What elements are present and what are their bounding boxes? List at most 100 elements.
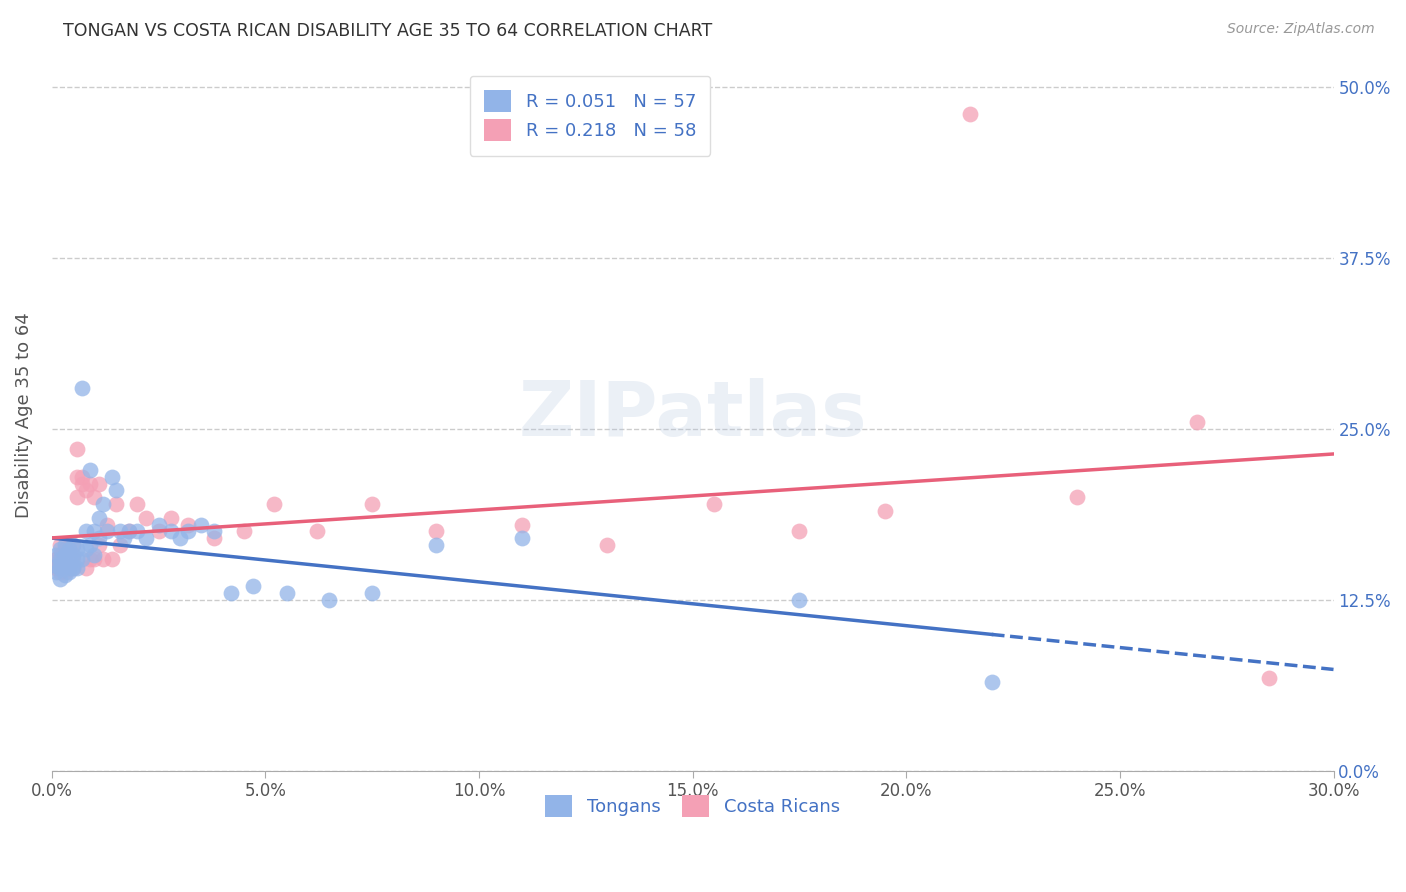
Point <box>703 497 725 511</box>
Point <box>58 561 80 575</box>
Point <box>160 524 183 539</box>
Point <box>83 524 105 539</box>
Point <box>62 548 84 562</box>
Point <box>96 524 118 539</box>
Point <box>58 542 80 557</box>
Point <box>49 551 72 566</box>
Point <box>53 542 76 557</box>
Point <box>70 469 93 483</box>
Point <box>135 510 157 524</box>
Point <box>58 551 80 566</box>
Point <box>91 497 114 511</box>
Point <box>62 551 84 566</box>
Point <box>177 517 200 532</box>
Point <box>190 517 212 532</box>
Point <box>75 561 97 575</box>
Point <box>91 551 114 566</box>
Point <box>87 538 110 552</box>
Point <box>49 548 72 562</box>
Point <box>62 561 84 575</box>
Point <box>49 561 72 575</box>
Point <box>87 531 110 545</box>
Point <box>148 517 170 532</box>
Text: Source: ZipAtlas.com: Source: ZipAtlas.com <box>1227 22 1375 37</box>
Point <box>1258 671 1281 685</box>
Point <box>510 531 533 545</box>
Point <box>49 572 72 586</box>
Point <box>53 548 76 562</box>
Point <box>361 497 384 511</box>
Y-axis label: Disability Age 35 to 64: Disability Age 35 to 64 <box>15 312 32 518</box>
Point <box>66 561 89 575</box>
Point <box>118 524 141 539</box>
Point <box>263 497 285 511</box>
Point <box>108 538 131 552</box>
Point <box>83 551 105 566</box>
Point <box>87 510 110 524</box>
Point <box>66 551 89 566</box>
Point <box>62 561 84 575</box>
Point <box>45 566 67 580</box>
Point <box>79 463 101 477</box>
Point <box>49 556 72 570</box>
Point <box>100 551 122 566</box>
Point <box>169 531 191 545</box>
Point <box>1066 490 1088 504</box>
Point <box>70 476 93 491</box>
Point <box>62 558 84 573</box>
Point <box>596 538 619 552</box>
Point <box>66 469 89 483</box>
Point <box>70 551 93 566</box>
Text: ZIPatlas: ZIPatlas <box>519 378 868 452</box>
Point <box>58 561 80 575</box>
Point <box>53 558 76 573</box>
Point <box>58 551 80 566</box>
Point <box>75 483 97 498</box>
Point <box>160 510 183 524</box>
Point <box>70 381 93 395</box>
Point <box>789 592 811 607</box>
Point <box>789 524 811 539</box>
Point <box>425 524 447 539</box>
Point <box>75 542 97 557</box>
Point <box>79 476 101 491</box>
Point <box>53 558 76 573</box>
Point <box>45 558 67 573</box>
Point <box>53 548 76 562</box>
Point <box>45 548 67 562</box>
Point <box>83 490 105 504</box>
Point <box>135 531 157 545</box>
Point <box>66 490 89 504</box>
Point <box>1185 415 1208 429</box>
Point <box>45 558 67 573</box>
Point <box>510 517 533 532</box>
Point <box>425 538 447 552</box>
Point <box>276 586 298 600</box>
Point <box>980 674 1002 689</box>
Point <box>62 538 84 552</box>
Point <box>66 442 89 457</box>
Point <box>49 556 72 570</box>
Point <box>219 586 242 600</box>
Point <box>118 524 141 539</box>
Point <box>58 542 80 557</box>
Point <box>49 561 72 575</box>
Point <box>233 524 256 539</box>
Point <box>66 542 89 557</box>
Point <box>202 531 225 545</box>
Point <box>75 524 97 539</box>
Point <box>873 504 896 518</box>
Point <box>58 566 80 580</box>
Point <box>79 551 101 566</box>
Text: TONGAN VS COSTA RICAN DISABILITY AGE 35 TO 64 CORRELATION CHART: TONGAN VS COSTA RICAN DISABILITY AGE 35 … <box>63 22 713 40</box>
Point <box>100 469 122 483</box>
Point <box>127 497 149 511</box>
Point <box>127 524 149 539</box>
Point <box>53 568 76 582</box>
Point <box>62 548 84 562</box>
Point <box>87 476 110 491</box>
Point <box>318 592 340 607</box>
Point <box>45 551 67 566</box>
Legend: Tongans, Costa Ricans: Tongans, Costa Ricans <box>536 786 849 826</box>
Point <box>112 531 135 545</box>
